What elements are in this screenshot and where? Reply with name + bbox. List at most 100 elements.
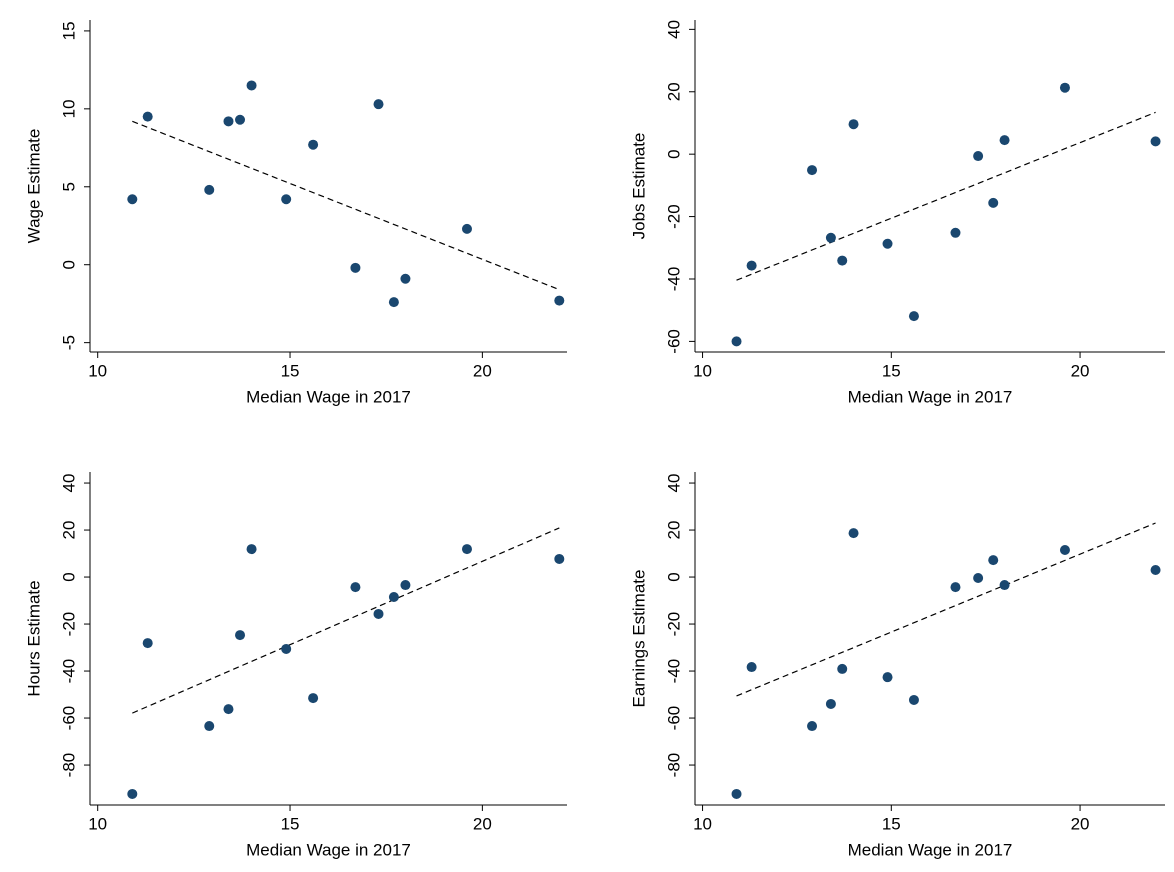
y-tick-label: 20 <box>664 82 683 101</box>
data-point <box>223 116 234 127</box>
data-point <box>142 638 153 649</box>
y-tick-label: 15 <box>59 21 78 40</box>
y-tick-label: 40 <box>59 474 78 493</box>
data-point <box>204 721 215 732</box>
data-point <box>807 721 818 732</box>
data-point <box>731 788 742 799</box>
y-axis-title: Jobs Estimate <box>629 133 648 240</box>
data-point <box>807 165 818 176</box>
y-tick-label: 0 <box>59 260 78 269</box>
data-point <box>908 694 919 705</box>
y-tick-label: -40 <box>664 659 683 684</box>
data-point <box>223 704 234 715</box>
x-tick-label: 10 <box>693 814 712 833</box>
data-point <box>950 227 961 238</box>
y-tick-label: -20 <box>664 612 683 637</box>
data-point <box>350 582 361 593</box>
fit-line <box>736 522 1156 697</box>
y-tick-label: 20 <box>59 521 78 540</box>
data-point <box>246 544 257 555</box>
x-tick-label: 20 <box>473 361 492 380</box>
y-tick-label: 0 <box>664 572 683 581</box>
fit-line <box>736 111 1156 281</box>
data-point <box>837 255 848 266</box>
data-point <box>999 135 1010 146</box>
data-point <box>142 111 153 122</box>
data-point <box>731 336 742 347</box>
data-point <box>825 698 836 709</box>
data-point <box>127 788 138 799</box>
x-tick-label: 10 <box>88 814 107 833</box>
x-axis-title: Median Wage in 2017 <box>848 387 1013 406</box>
data-point <box>373 608 384 619</box>
y-axis-title: Earnings Estimate <box>629 570 648 708</box>
x-tick-label: 10 <box>88 361 107 380</box>
data-point <box>388 297 399 308</box>
data-point <box>461 223 472 234</box>
fit-line <box>132 120 560 291</box>
data-point <box>400 580 411 591</box>
data-point <box>746 260 757 271</box>
x-tick-label: 15 <box>882 814 901 833</box>
data-point <box>848 528 859 539</box>
data-point <box>308 139 319 150</box>
data-point <box>554 295 565 306</box>
data-point <box>373 99 384 110</box>
y-tick-label: 40 <box>664 20 683 39</box>
data-point <box>988 197 999 208</box>
x-tick-label: 20 <box>1071 814 1090 833</box>
y-tick-label: -80 <box>664 753 683 778</box>
y-tick-label: 0 <box>664 149 683 158</box>
y-tick-label: -5 <box>59 335 78 350</box>
x-tick-label: 15 <box>882 361 901 380</box>
data-point <box>973 572 984 583</box>
y-tick-label: -60 <box>664 329 683 354</box>
data-point <box>461 544 472 555</box>
data-point <box>246 80 257 91</box>
data-point <box>1059 82 1070 93</box>
data-point <box>400 273 411 284</box>
x-tick-label: 20 <box>473 814 492 833</box>
y-tick-label: -40 <box>59 659 78 684</box>
x-tick-label: 15 <box>281 361 300 380</box>
data-point <box>1059 545 1070 556</box>
y-tick-label: 10 <box>59 99 78 118</box>
y-axis-title: Wage Estimate <box>24 129 43 244</box>
x-tick-label: 15 <box>281 814 300 833</box>
y-axis-title: Hours Estimate <box>24 580 43 696</box>
y-tick-label: 20 <box>664 521 683 540</box>
data-point <box>1150 136 1161 147</box>
x-axis-title: Median Wage in 2017 <box>848 840 1013 859</box>
data-point <box>882 672 893 683</box>
y-tick-label: -60 <box>664 706 683 731</box>
fit-line <box>132 527 560 714</box>
data-point <box>999 580 1010 591</box>
y-tick-label: -80 <box>59 753 78 778</box>
data-point <box>554 553 565 564</box>
y-tick-label: 5 <box>59 182 78 191</box>
data-point <box>281 643 292 654</box>
data-point <box>235 630 246 641</box>
data-point <box>746 662 757 673</box>
data-point <box>973 151 984 162</box>
data-point <box>882 238 893 249</box>
data-point <box>837 663 848 674</box>
data-point <box>988 555 999 566</box>
data-point <box>235 114 246 125</box>
data-point <box>950 582 961 593</box>
data-point <box>848 119 859 130</box>
y-tick-label: -20 <box>59 612 78 637</box>
x-axis-title: Median Wage in 2017 <box>246 840 411 859</box>
data-point <box>388 592 399 603</box>
y-tick-label: -20 <box>664 204 683 229</box>
y-tick-label: -60 <box>59 706 78 731</box>
y-tick-label: 0 <box>59 572 78 581</box>
x-axis-title: Median Wage in 2017 <box>246 387 411 406</box>
y-tick-label: 40 <box>664 474 683 493</box>
data-point <box>204 184 215 195</box>
data-point <box>127 194 138 205</box>
data-point <box>281 194 292 205</box>
x-tick-label: 10 <box>693 361 712 380</box>
y-tick-label: -40 <box>664 267 683 292</box>
